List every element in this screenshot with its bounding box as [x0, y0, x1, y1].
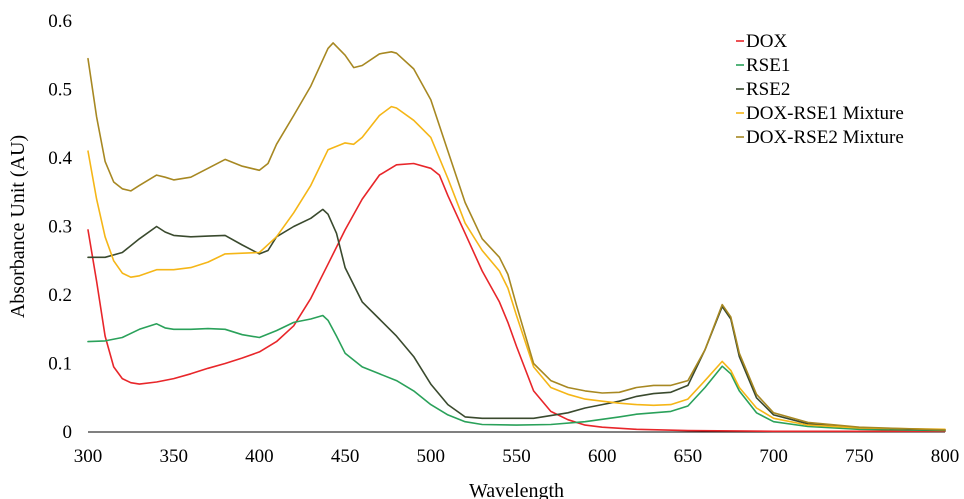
legend-label: DOX-RSE1 Mixture: [746, 103, 904, 124]
y-tick-label: 0: [63, 422, 73, 443]
legend-label: DOX: [746, 31, 787, 52]
y-axis-title: Absorbance Unit (AU): [7, 135, 29, 318]
x-tick-label: 500: [417, 446, 446, 467]
y-axis-ticks: 0 0.1 0.2 0.3 0.4 0.5 0.6: [48, 11, 72, 443]
x-axis-title: Wavelength: [469, 480, 564, 499]
x-tick-label: 600: [588, 446, 617, 467]
y-tick-label: 0.2: [48, 285, 72, 306]
series-line-dox-rse2-mixture: [87, 42, 946, 431]
x-tick-label: 650: [674, 446, 703, 467]
x-tick-label: 450: [331, 446, 360, 467]
legend-label: RSE2: [746, 79, 790, 100]
series-line-rse1: [87, 314, 946, 432]
series-lines: [87, 42, 946, 433]
y-tick-label: 0.5: [48, 80, 72, 101]
series-line-dox: [87, 162, 946, 433]
x-tick-label: 800: [931, 446, 960, 467]
legend-label: RSE1: [746, 55, 790, 76]
y-tick-label: 0.3: [48, 217, 72, 238]
legend-label: DOX-RSE2 Mixture: [746, 127, 904, 148]
x-tick-label: 700: [759, 446, 788, 467]
series-line-rse2: [87, 208, 946, 431]
x-tick-label: 750: [845, 446, 874, 467]
y-tick-label: 0.1: [48, 354, 72, 375]
x-axis-ticks: 300 350 400 450 500 550 600 650 700 750 800: [74, 446, 960, 467]
x-tick-label: 300: [74, 446, 103, 467]
series-line-dox-rse1-mixture: [87, 105, 946, 431]
x-tick-label: 400: [245, 446, 274, 467]
y-tick-label: 0.4: [48, 148, 72, 169]
x-tick-label: 350: [159, 446, 188, 467]
x-tick-label: 550: [502, 446, 531, 467]
y-tick-label: 0.6: [48, 11, 72, 32]
legend: DOX RSE1 RSE2 DOX-RSE1 Mixture DOX-RSE2 Mixt…: [736, 31, 904, 148]
